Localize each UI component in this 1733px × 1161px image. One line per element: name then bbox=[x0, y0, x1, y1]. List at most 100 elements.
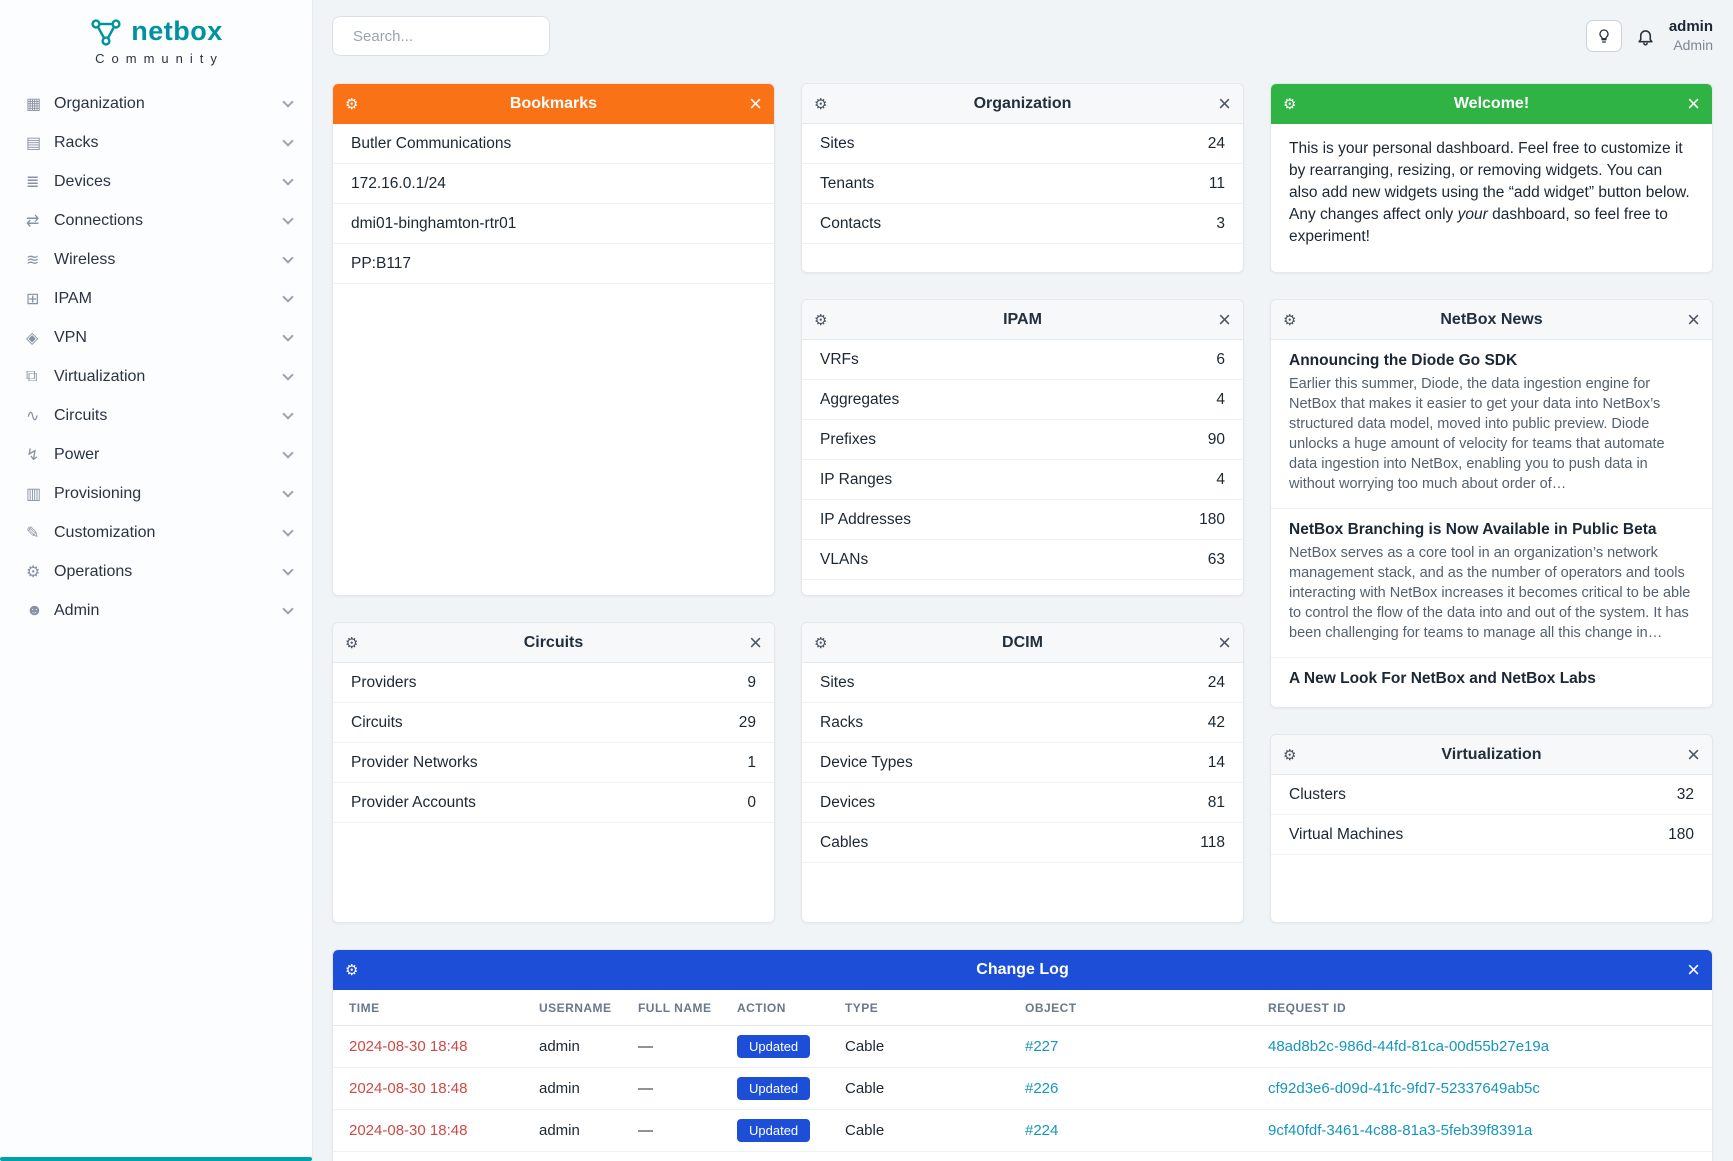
lightbulb-icon bbox=[1599, 29, 1609, 43]
stat-row-virtual-machines[interactable]: Virtual Machines 180 bbox=[1271, 815, 1712, 855]
bookmark-link[interactable]: PP:B117 bbox=[333, 244, 774, 284]
stat-row-prefixes[interactable]: Prefixes 90 bbox=[802, 420, 1243, 460]
sidebar-item-vpn[interactable]: ◈ VPN bbox=[0, 318, 312, 357]
sidebar-item-power[interactable]: ↯ Power bbox=[0, 435, 312, 474]
stat-row-aggregates[interactable]: Aggregates 4 bbox=[802, 380, 1243, 420]
sidebar-item-wireless[interactable]: ≋ Wireless bbox=[0, 240, 312, 279]
stat-row-vlans[interactable]: VLANs 63 bbox=[802, 540, 1243, 580]
sidebar-item-devices[interactable]: ≣ Devices bbox=[0, 162, 312, 201]
news-link[interactable]: NetBox Branching is Now Available in Pub… bbox=[1289, 521, 1657, 538]
stat-row-ip-ranges[interactable]: IP Ranges 4 bbox=[802, 460, 1243, 500]
stat-row-racks[interactable]: Racks 42 bbox=[802, 703, 1243, 743]
close-icon[interactable]: × bbox=[1687, 741, 1700, 767]
request-id-link[interactable]: cf92d3e6-d09d-41fc-9fd7-52337649ab5c bbox=[1268, 1080, 1540, 1097]
column-header-request-id: Request ID bbox=[1268, 990, 1712, 1026]
widget-organization: ⚙ Organization × Sites 24 Tenants 11 Conta… bbox=[801, 83, 1244, 273]
search-box[interactable] bbox=[332, 16, 552, 56]
sidebar-item-ipam[interactable]: ⊞ IPAM bbox=[0, 279, 312, 318]
stat-row-cables[interactable]: Cables 118 bbox=[802, 823, 1243, 863]
changelog-table: Time Username Full Name Action Type Obje… bbox=[333, 990, 1712, 1161]
stat-row-sites[interactable]: Sites 24 bbox=[802, 124, 1243, 164]
pencil-icon: ✎ bbox=[26, 524, 40, 542]
provisioning-doc-icon: ▥ bbox=[26, 485, 42, 503]
bookmark-link[interactable]: Butler Communications bbox=[333, 124, 774, 164]
change-object-link[interactable]: #226 bbox=[1025, 1080, 1059, 1097]
change-time-link[interactable]: 2024-08-30 18:48 bbox=[349, 1080, 468, 1097]
stat-row-circuits[interactable]: Circuits 29 bbox=[333, 703, 774, 743]
gear-icon[interactable]: ⚙ bbox=[814, 311, 828, 329]
sidebar-item-organization[interactable]: ▦ Organization bbox=[0, 84, 312, 123]
gear-icon[interactable]: ⚙ bbox=[1283, 96, 1297, 113]
gear-icon[interactable]: ⚙ bbox=[1283, 746, 1297, 764]
gear-icon[interactable]: ⚙ bbox=[814, 634, 828, 652]
chevron-down-icon bbox=[282, 173, 294, 186]
close-icon[interactable]: × bbox=[1218, 629, 1231, 655]
stat-row-devices[interactable]: Devices 81 bbox=[802, 783, 1243, 823]
close-icon[interactable]: × bbox=[749, 629, 762, 655]
sidebar-item-provisioning[interactable]: ▥ Provisioning bbox=[0, 474, 312, 513]
chevron-down-icon bbox=[282, 563, 294, 576]
user-menu[interactable]: admin Admin bbox=[1669, 18, 1713, 54]
widget-circuits: ⚙ Circuits × Providers 9 Circuits 29 Provi… bbox=[332, 622, 775, 923]
bookmark-link[interactable]: dmi01-binghamton-rtr01 bbox=[333, 204, 774, 244]
stat-row-sites[interactable]: Sites 24 bbox=[802, 663, 1243, 703]
stat-row-tenants[interactable]: Tenants 11 bbox=[802, 164, 1243, 204]
stat-row-provider-networks[interactable]: Provider Networks 1 bbox=[333, 743, 774, 783]
news-link[interactable]: A New Look For NetBox and NetBox Labs bbox=[1289, 670, 1596, 687]
gear-icon[interactable]: ⚙ bbox=[345, 962, 359, 979]
sidebar-item-racks[interactable]: ▤ Racks bbox=[0, 123, 312, 162]
change-username: admin bbox=[539, 1109, 638, 1152]
close-icon[interactable]: × bbox=[1218, 90, 1231, 116]
change-time-link[interactable]: 2024-08-30 18:48 bbox=[349, 1122, 468, 1139]
chevron-down-icon bbox=[282, 95, 294, 108]
sidebar-item-connections[interactable]: ⇄ Connections bbox=[0, 201, 312, 240]
close-icon[interactable]: × bbox=[1687, 957, 1700, 982]
brand-name: netbox bbox=[131, 16, 223, 46]
close-icon[interactable]: × bbox=[1218, 306, 1231, 332]
rack-icon: ▤ bbox=[26, 134, 42, 152]
stat-row-providers[interactable]: Providers 9 bbox=[333, 663, 774, 703]
search-input[interactable] bbox=[353, 27, 552, 45]
change-time-link[interactable]: 2024-08-30 18:48 bbox=[349, 1038, 468, 1055]
sidebar: netbox Community ▦ Organization ▤ Racks … bbox=[0, 0, 313, 1161]
stat-row-device-types[interactable]: Device Types 14 bbox=[802, 743, 1243, 783]
news-link[interactable]: Announcing the Diode Go SDK bbox=[1289, 352, 1518, 369]
gear-icon[interactable]: ⚙ bbox=[814, 95, 828, 113]
gear-icon[interactable]: ⚙ bbox=[345, 96, 359, 113]
change-full-name: — bbox=[638, 1151, 737, 1161]
close-icon[interactable]: × bbox=[749, 91, 762, 116]
sidebar-item-admin[interactable]: ☻ Admin bbox=[0, 591, 312, 630]
sidebar-item-operations[interactable]: ⚙ Operations bbox=[0, 552, 312, 591]
request-id-link[interactable]: 48ad8b2c-986d-44fd-81ca-00d55b27e19a bbox=[1268, 1038, 1550, 1055]
bookmark-link[interactable]: 172.16.0.1/24 bbox=[333, 164, 774, 204]
stat-row-contacts[interactable]: Contacts 3 bbox=[802, 204, 1243, 244]
bell-icon bbox=[1638, 29, 1653, 46]
stat-row-clusters[interactable]: Clusters 32 bbox=[1271, 775, 1712, 815]
change-type: Cable bbox=[845, 1109, 1025, 1152]
sidebar-item-customization[interactable]: ✎ Customization bbox=[0, 513, 312, 552]
request-id-link[interactable]: 9cf40fdf-3461-4c88-81a3-5feb39f8391a bbox=[1268, 1122, 1533, 1139]
change-type: Cable bbox=[845, 1067, 1025, 1110]
stat-row-provider-accounts[interactable]: Provider Accounts 0 bbox=[333, 783, 774, 823]
close-icon[interactable]: × bbox=[1687, 91, 1700, 116]
chevron-down-icon bbox=[282, 329, 294, 342]
widget-changelog-header: ⚙ Change Log × bbox=[333, 950, 1712, 990]
change-object-link[interactable]: #224 bbox=[1025, 1122, 1059, 1139]
changelog-row: 2024-08-30 18:48 admin — Updated Cable #… bbox=[333, 1067, 1712, 1110]
netbox-logo-icon bbox=[91, 18, 121, 46]
column-header-object: Object bbox=[1025, 990, 1268, 1026]
change-object-link[interactable]: #227 bbox=[1025, 1038, 1059, 1055]
sidebar-item-circuits[interactable]: ∿ Circuits bbox=[0, 396, 312, 435]
gear-icon[interactable]: ⚙ bbox=[1283, 311, 1297, 329]
brand[interactable]: netbox Community bbox=[0, 0, 312, 70]
gear-icon[interactable]: ⚙ bbox=[345, 634, 359, 652]
dashboard-grid: ⚙ Bookmarks × Butler Communications 172.… bbox=[332, 83, 1713, 923]
widget-welcome-header: ⚙ Welcome! × bbox=[1271, 84, 1712, 124]
theme-toggle-button[interactable] bbox=[1585, 20, 1622, 52]
sidebar-item-virtualization[interactable]: ⧉ Virtualization bbox=[0, 357, 312, 396]
notifications-button[interactable] bbox=[1636, 27, 1655, 46]
close-icon[interactable]: × bbox=[1687, 306, 1700, 332]
stat-row-ip-addresses[interactable]: IP Addresses 180 bbox=[802, 500, 1243, 540]
stat-row-vrfs[interactable]: VRFs 6 bbox=[802, 340, 1243, 380]
